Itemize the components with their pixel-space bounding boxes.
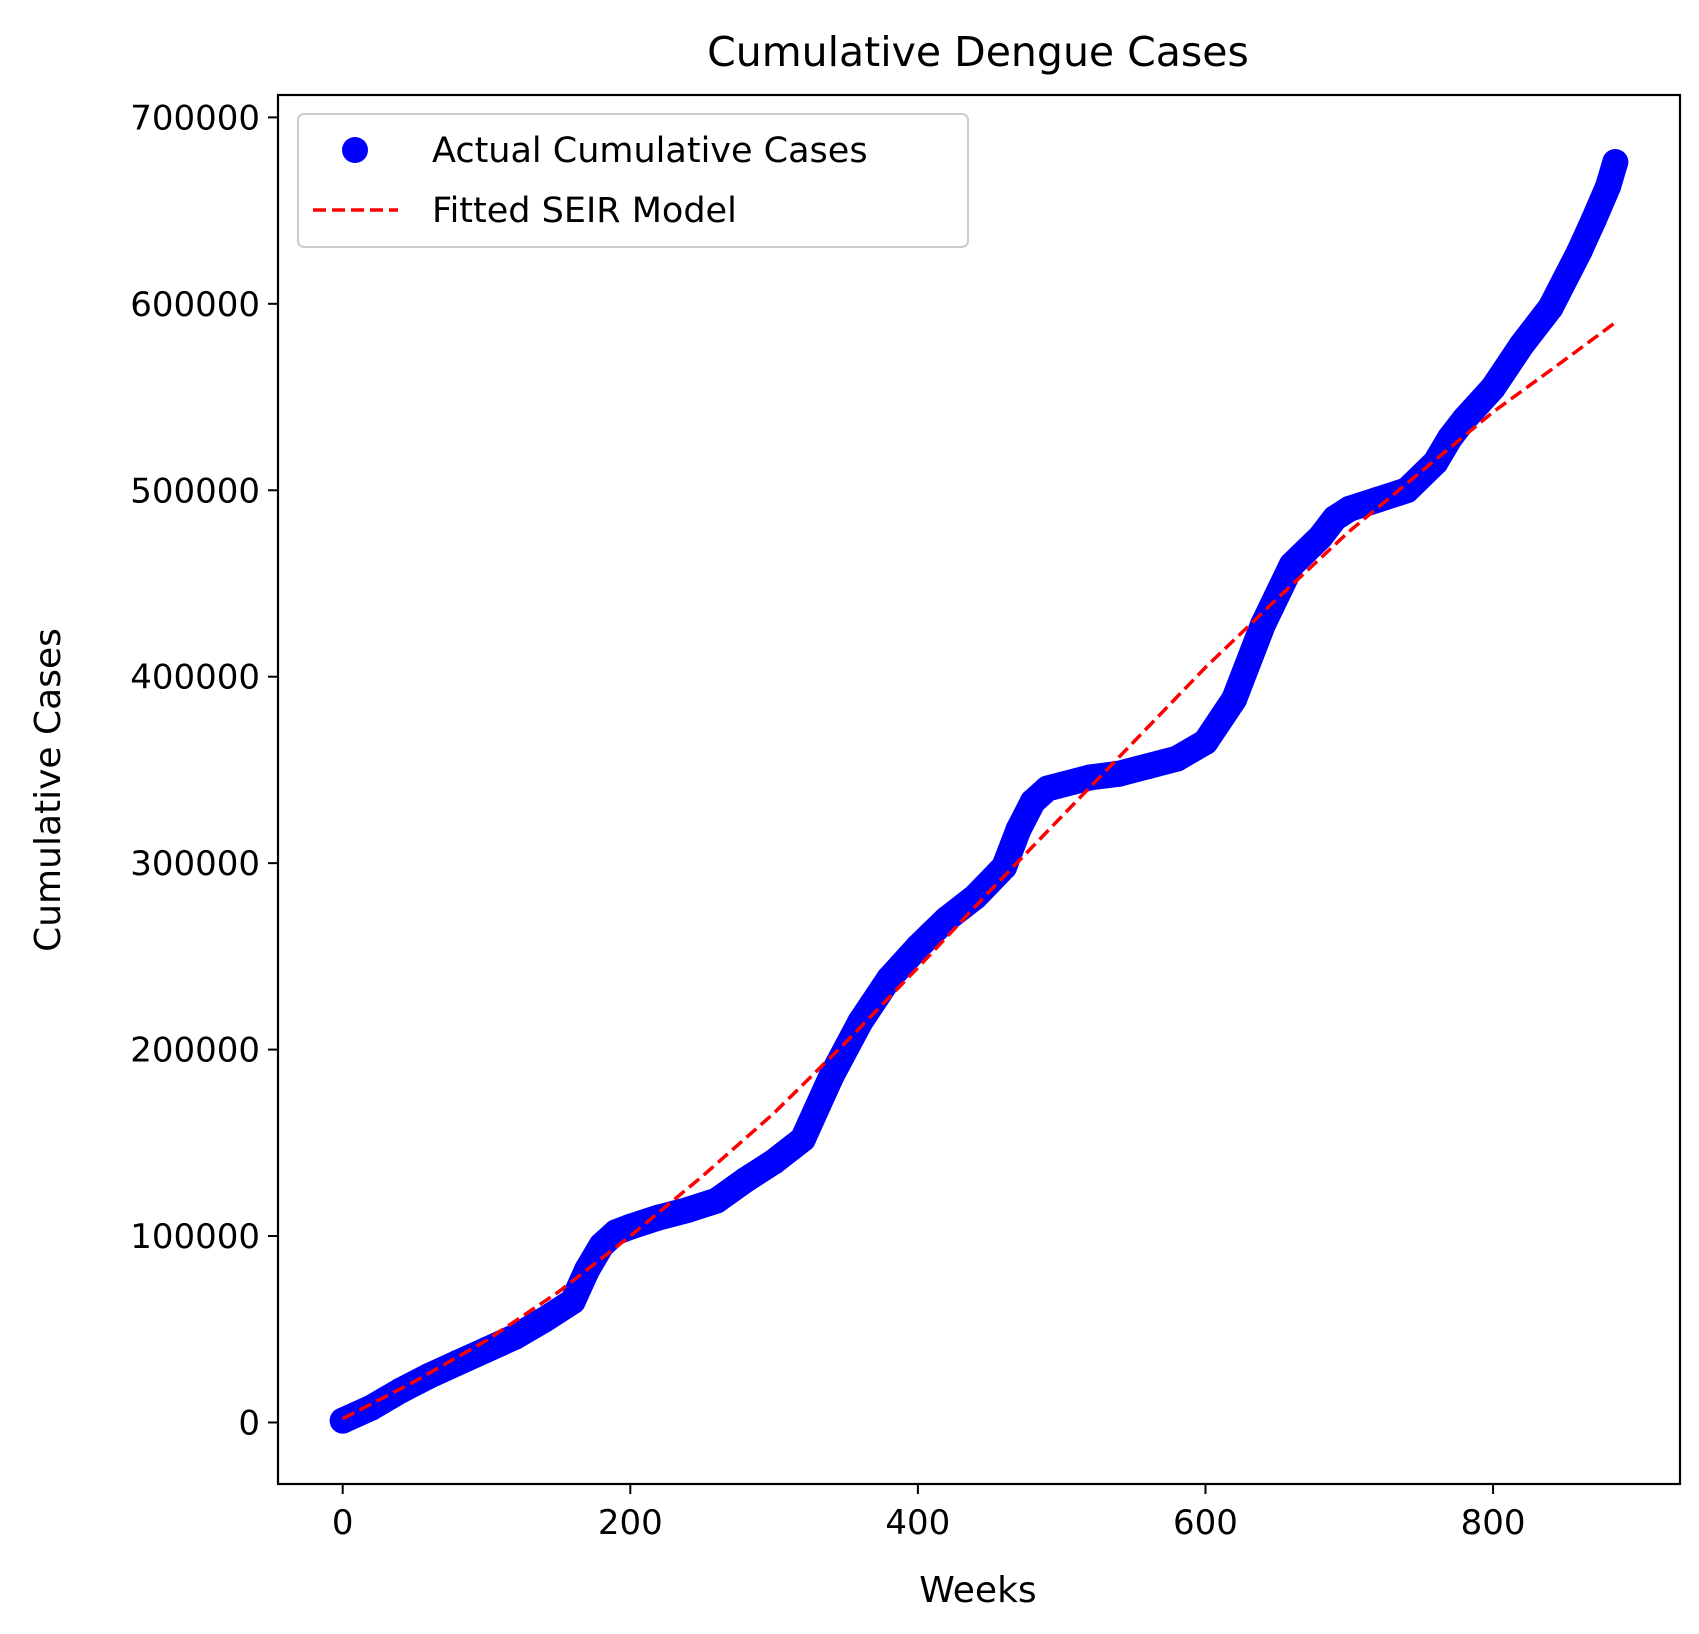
actual-point (933, 906, 960, 933)
legend-marker-actual (342, 137, 368, 163)
actual-point (531, 1306, 557, 1333)
y-tick-label: 400000 (130, 658, 260, 698)
actual-point (761, 1148, 788, 1175)
actual-point (1336, 495, 1363, 522)
plot-frame (276, 93, 1682, 1486)
actual-point (1595, 173, 1622, 200)
actual-point (1278, 551, 1305, 578)
actual-point (1221, 686, 1248, 713)
chart-title: Cumulative Dengue Cases (707, 28, 1249, 76)
plot-content (329, 149, 1629, 1434)
actual-point (1365, 486, 1391, 513)
actual-point (674, 1196, 701, 1223)
actual-point (1508, 331, 1535, 358)
x-axis-ticks: 0 200 400 600 800 (332, 1484, 1526, 1543)
actual-point (1537, 294, 1564, 321)
actual-point (1106, 760, 1133, 787)
actual-point (1250, 611, 1276, 638)
y-axis-ticks: 0 100000 200000 300000 400000 500000 600000 700… (130, 98, 278, 1443)
y-tick-label: 300000 (130, 844, 260, 884)
x-axis-label: Weeks (919, 1570, 1036, 1611)
actual-point (1163, 745, 1190, 772)
actual-point (818, 1062, 845, 1089)
legend-label-fitted: Fitted SEIR Model (432, 191, 737, 231)
fitted-seir-line (341, 321, 1617, 1421)
x-tick-label: 200 (598, 1503, 663, 1543)
legend-box (297, 113, 969, 248)
actual-point (1077, 764, 1104, 791)
actual-point (1602, 149, 1629, 176)
actual-point (847, 1008, 874, 1035)
actual-point (329, 1407, 356, 1434)
actual-point (703, 1187, 730, 1214)
y-tick-label: 200000 (130, 1031, 260, 1071)
actual-point (962, 883, 989, 910)
y-tick-label: 500000 (130, 471, 260, 511)
actual-point (1005, 816, 1032, 843)
actual-point (789, 1126, 816, 1153)
actual-point (559, 1288, 586, 1315)
actual-point (904, 934, 931, 960)
actual-point (617, 1213, 644, 1240)
actual-point (1393, 477, 1420, 504)
actual-point (732, 1167, 759, 1194)
actual-point (1307, 523, 1334, 550)
x-tick-label: 0 (332, 1503, 354, 1543)
x-tick-label: 600 (1173, 1503, 1238, 1543)
actual-point (991, 853, 1018, 880)
x-tick-label: 800 (1461, 1503, 1526, 1543)
actual-point (416, 1362, 442, 1389)
actual-point (1480, 374, 1507, 401)
actual-point (1566, 238, 1593, 265)
actual-point (1192, 729, 1219, 755)
y-tick-label: 600000 (130, 285, 260, 325)
actual-point (444, 1349, 471, 1376)
actual-point (876, 965, 903, 992)
actual-point (502, 1323, 529, 1350)
y-tick-label: 100000 (130, 1217, 260, 1257)
actual-point (646, 1204, 673, 1231)
actual-point (1580, 206, 1607, 233)
actual-point (1451, 406, 1478, 433)
y-axis-label: Cumulative Cases (28, 628, 69, 952)
x-tick-label: 400 (885, 1503, 950, 1543)
y-tick-label: 700000 (130, 98, 260, 138)
actual-point (1135, 753, 1161, 780)
actual-point (1048, 771, 1075, 798)
legend: Actual Cumulative Cases Fitted SEIR Mode… (297, 113, 969, 248)
legend-label-actual: Actual Cumulative Cases (432, 131, 868, 171)
y-tick-label: 0 (238, 1403, 260, 1443)
